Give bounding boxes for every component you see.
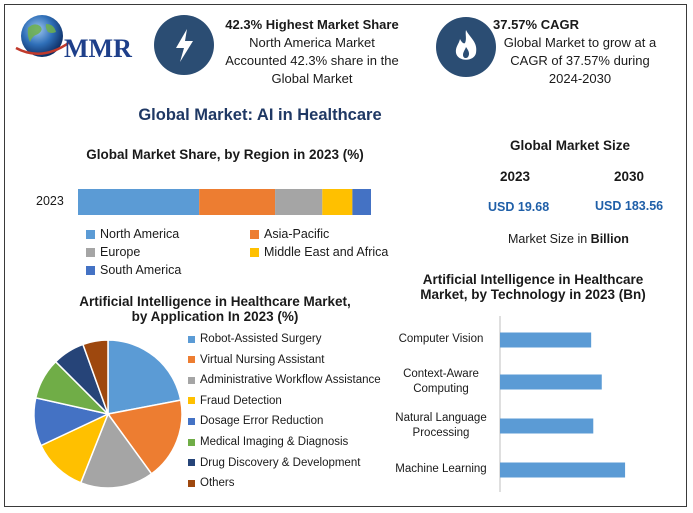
region-bar-segment-middle-east-and-africa — [322, 189, 353, 215]
legend-swatch — [250, 229, 259, 239]
technology-chart-title: Artificial Intelligence in Healthcare Ma… — [398, 272, 668, 302]
market-size-note: Market Size in Billion — [508, 232, 629, 246]
cagr-headline-wrap: 37.57% CAGR — [493, 16, 673, 34]
application-legend-item-administrative-workflow-assistance: Administrative Workflow Assistance — [188, 374, 381, 386]
region-legend-item-south-america: South America — [86, 263, 181, 277]
legend-swatch — [86, 247, 95, 257]
logo-text: MMR — [64, 34, 132, 63]
region-bar-segment-north-america — [78, 189, 200, 215]
technology-label-line1: Natural Language — [395, 412, 487, 424]
technology-bar-machine-learning — [500, 462, 626, 478]
technology-label-line1: Computer Vision — [398, 333, 484, 345]
legend-label: Administrative Workflow Assistance — [200, 374, 381, 387]
cagr-headline: 37.57% CAGR — [493, 17, 579, 32]
legend-swatch — [188, 376, 195, 384]
share-headline: 42.3% Highest Market Share — [225, 17, 399, 32]
legend-label: Fraud Detection — [200, 394, 282, 407]
legend-swatch — [188, 438, 195, 446]
region-legend-item-north-america: North America — [86, 227, 179, 241]
share-line1: North America Market — [249, 35, 375, 50]
pie-slice-virtual-nursing-assistant — [106, 399, 183, 475]
region-bar-segment-europe — [275, 189, 323, 215]
technology-label-line2: Computing — [413, 383, 469, 395]
technology-label-natural-language: Natural Language Processing — [386, 411, 496, 441]
lightning-bolt-icon — [154, 15, 214, 75]
market-size-year1: 2023 — [500, 169, 531, 184]
application-legend-item-fraud-detection: Fraud Detection — [188, 395, 282, 407]
application-legend-item-robot-assisted-surgery: Robot-Assisted Surgery — [188, 333, 321, 345]
technology-label-line2: Processing — [412, 427, 470, 439]
legend-label: Virtual Nursing Assistant — [200, 353, 325, 366]
legend-label: South America — [100, 263, 182, 277]
legend-swatch — [86, 265, 95, 275]
pie-slice-others — [81, 339, 109, 415]
legend-label: Drug Discovery & Development — [200, 456, 361, 469]
legend-label: Others — [200, 477, 235, 490]
market-size-value1: USD 19.68 — [488, 200, 550, 214]
cagr-line2: CAGR of 37.57% during — [510, 53, 650, 68]
logo: MMR — [12, 12, 142, 64]
region-category-label: 2023 — [36, 194, 64, 208]
legend-swatch — [188, 459, 195, 467]
technology-label-machine-learning: Machine Learning — [386, 462, 496, 477]
region-legend-item-asia-pacific: Asia-Pacific — [250, 227, 329, 241]
cagr-line3: 2024-2030 — [548, 71, 612, 86]
technology-label-computer-vision: Computer Vision — [386, 332, 496, 347]
technology-title-line1: Artificial Intelligence in Healthcare — [422, 272, 644, 287]
infographic-frame — [4, 4, 687, 507]
application-legend-item-virtual-nursing-assistant: Virtual Nursing Assistant — [188, 354, 324, 366]
legend-label: Robot-Assisted Surgery — [200, 333, 322, 345]
legend-swatch — [86, 229, 95, 239]
flame-icon — [436, 17, 496, 77]
technology-label-context-aware: Context-Aware Computing — [386, 367, 496, 397]
legend-label: Dosage Error Reduction — [200, 415, 324, 428]
legend-label: Europe — [100, 245, 141, 259]
technology-bar-context-aware — [500, 374, 602, 390]
technology-label-line1: Context-Aware — [403, 368, 479, 380]
legend-swatch — [188, 356, 195, 364]
market-size-note-unit: Billion — [590, 232, 629, 246]
legend-swatch — [188, 417, 195, 425]
application-title-line2: by Application In 2023 (%) — [131, 309, 299, 324]
region-bar-segment-asia-pacific — [199, 189, 276, 215]
application-chart-title: Artificial Intelligence in Healthcare Ma… — [55, 294, 375, 324]
legend-label: North America — [100, 227, 180, 241]
technology-label-line1: Machine Learning — [395, 463, 487, 475]
technology-bar-chart — [499, 316, 626, 492]
market-size-note-prefix: Market Size in — [508, 232, 591, 246]
application-title-line1: Artificial Intelligence in Healthcare Ma… — [79, 294, 351, 309]
legend-swatch — [188, 335, 195, 343]
application-legend-item-drug-discovery-and-development: Drug Discovery & Development — [188, 457, 360, 469]
market-size-year2: 2030 — [614, 169, 645, 184]
region-legend-item-middle-east-and-africa: Middle East and Africa — [250, 245, 388, 259]
main-title: Global Market: AI in Healthcare — [138, 106, 382, 124]
share-line3: Global Market — [271, 71, 353, 86]
region-chart-title: Global Market Share, by Region in 2023 (… — [86, 147, 364, 162]
share-line2: Accounted 42.3% share in the — [225, 53, 399, 68]
legend-label: Asia-Pacific — [264, 227, 330, 241]
share-stat: 42.3% Highest Market Share North America… — [214, 16, 410, 88]
application-legend-item-medical-imaging-and-diagnosis: Medical Imaging & Diagnosis — [188, 436, 348, 448]
pie-slice-administrative-workflow-assistance — [79, 412, 153, 489]
cagr-stat: Global Market to grow at a CAGR of 37.57… — [490, 34, 670, 88]
market-size-title: Global Market Size — [509, 138, 631, 153]
technology-bar-computer-vision — [500, 332, 592, 348]
region-legend-item-europe: Europe — [86, 245, 140, 259]
technology-title-line2: Market, by Technology in 2023 (Bn) — [420, 287, 646, 302]
application-pie-chart — [33, 339, 183, 489]
legend-label: Middle East and Africa — [264, 245, 389, 259]
pie-slice-robot-assisted-surgery — [107, 339, 182, 415]
application-legend-item-dosage-error-reduction: Dosage Error Reduction — [188, 415, 323, 427]
legend-swatch — [250, 247, 259, 257]
application-legend-item-others: Others — [188, 477, 235, 489]
region-stacked-bar-chart — [78, 189, 371, 215]
legend-label: Medical Imaging & Diagnosis — [200, 436, 349, 448]
region-bar-segment-south-america — [352, 189, 371, 215]
technology-bar-natural-language — [500, 418, 594, 434]
cagr-line1: Global Market to grow at a — [503, 35, 657, 50]
legend-swatch — [188, 479, 195, 487]
market-size-value2: USD 183.56 — [595, 199, 664, 213]
legend-swatch — [188, 397, 195, 405]
globe-icon — [15, 15, 71, 57]
